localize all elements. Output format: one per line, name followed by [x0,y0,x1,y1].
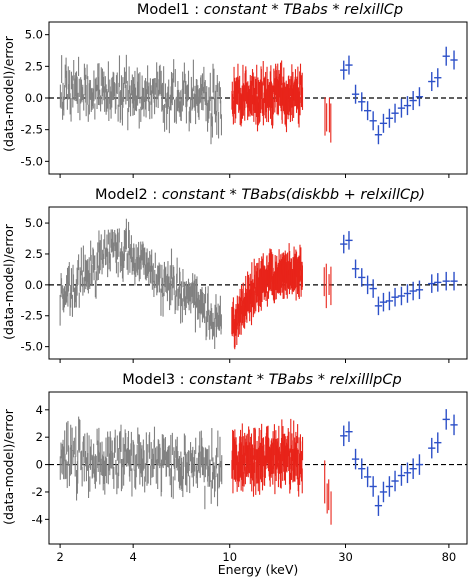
y-tick-label: -4 [32,512,43,526]
residual-point-blue [345,421,353,442]
residual-point-blue [358,268,366,287]
residual-point-blue [397,286,406,306]
residual-point-blue [374,125,383,145]
residual-point-blue [428,437,436,459]
residual-point-blue [379,481,388,503]
residual-point-blue [434,432,442,453]
y-tick-label: 5.0 [25,28,43,42]
x-tick-label: 2 [56,550,63,564]
x-tick-label: 30 [338,550,353,564]
residual-point-blue [351,448,360,470]
y-tick-label: -5.0 [21,154,43,168]
panel1-axes: 5.0 2.5 0.0 -2.5 -5.0 [21,28,450,178]
residual-point-blue [403,284,412,303]
residual-point-blue [391,470,399,492]
residual-point-blue [409,281,417,301]
y-tick-label: 5.0 [25,216,43,230]
residual-point-blue [340,60,348,80]
panel-model1: Model1 : constant * TBabs * relxillCp 5.… [21,2,468,178]
residual-point-blue [403,462,412,484]
y-tick-label: 0.0 [25,278,43,292]
residual-point-blue [379,292,388,312]
y-tick-label: 0.0 [25,91,43,105]
x-tick-label: 4 [129,550,136,564]
residual-point-blue [397,98,406,118]
x-tick-label: 80 [442,550,457,564]
residual-point-blue [358,92,366,112]
panel3-title: Model3 : constant * TBabs * relxilllpCp [122,372,401,388]
residual-point-blue [363,101,372,121]
panel-model3: Model3 : constant * TBabs * relxilllpCp … [32,372,468,564]
residual-point-blue [428,274,436,293]
panel3-axes: 4 2 0 -2 -4 2 4 10 30 80 [32,403,457,564]
residual-point-blue [434,273,442,292]
residual-point-blue [434,68,442,88]
y-tick-label: -2.5 [21,123,43,137]
residual-point-blue [428,72,436,92]
y-tick-label: -2.5 [21,309,43,323]
residual-point-blue [340,425,348,447]
residual-point-blue [409,458,417,479]
y-tick-label: -5.0 [21,340,43,354]
residual-point-blue [340,234,348,254]
panel1-data-layer [49,46,467,145]
residual-point-blue [415,87,424,107]
panel3-frame [48,391,468,545]
x-tick-label: 10 [222,550,237,564]
residual-point-blue [442,271,450,291]
residual-point-blue [369,279,377,298]
residual-point-blue [369,476,377,497]
residual-point-blue [391,103,399,123]
residual-point-blue [415,280,424,300]
residual-point-blue [363,466,372,488]
panel3-y-axis-label: (data-model)/error [1,408,16,525]
panel2-axes: 5.0 2.5 0.0 -2.5 -5.0 [21,216,450,363]
residual-point-blue [450,414,458,436]
y-tick-label: 4 [36,403,43,417]
panel1-frame [48,21,468,175]
residual-point-blue [351,84,360,104]
y-tick-label: 2.5 [25,247,43,261]
residual-point-blue [374,495,383,516]
panel-model2: Model2 : constant * TBabs(diskbb + relxi… [21,187,468,363]
panel1-y-axis-label: (data-model)/error [1,35,16,152]
residual-point-blue [415,454,424,475]
residual-point-blue [351,259,360,279]
y-tick-label: 2.5 [25,59,43,73]
panel1-title: Model1 : constant * TBabs * relxillCp [137,2,403,18]
residual-point-blue [369,111,377,131]
residual-point-blue [345,231,353,250]
residual-point-blue [397,465,406,486]
y-tick-label: 0 [36,458,43,472]
x-axis-label: Energy (keV) [218,562,299,577]
residual-point-blue [385,476,394,497]
residual-point-blue [345,55,353,75]
y-tick-label: 2 [36,430,43,444]
residual-point-blue [442,409,450,430]
residual-point-blue [409,91,417,111]
residual-point-blue [403,96,412,116]
panel3-data-layer [49,409,467,525]
y-tick-label: -2 [32,485,43,499]
panel2-frame [48,206,468,360]
panel2-y-axis-label: (data-model)/error [1,223,16,340]
residual-point-blue [358,458,366,479]
panel2-title: Model2 : constant * TBabs(diskbb + relxi… [95,187,425,203]
residual-point-blue [391,287,399,307]
residual-point-blue [363,275,372,295]
residual-point-blue [450,271,458,291]
residual-point-blue [442,46,450,66]
residual-point-blue [385,291,394,311]
residual-point-blue [379,113,388,133]
residual-point-blue [374,296,383,316]
residual-point-blue [385,108,394,128]
panel2-data-layer [49,218,467,350]
residual-point-blue [450,50,458,70]
